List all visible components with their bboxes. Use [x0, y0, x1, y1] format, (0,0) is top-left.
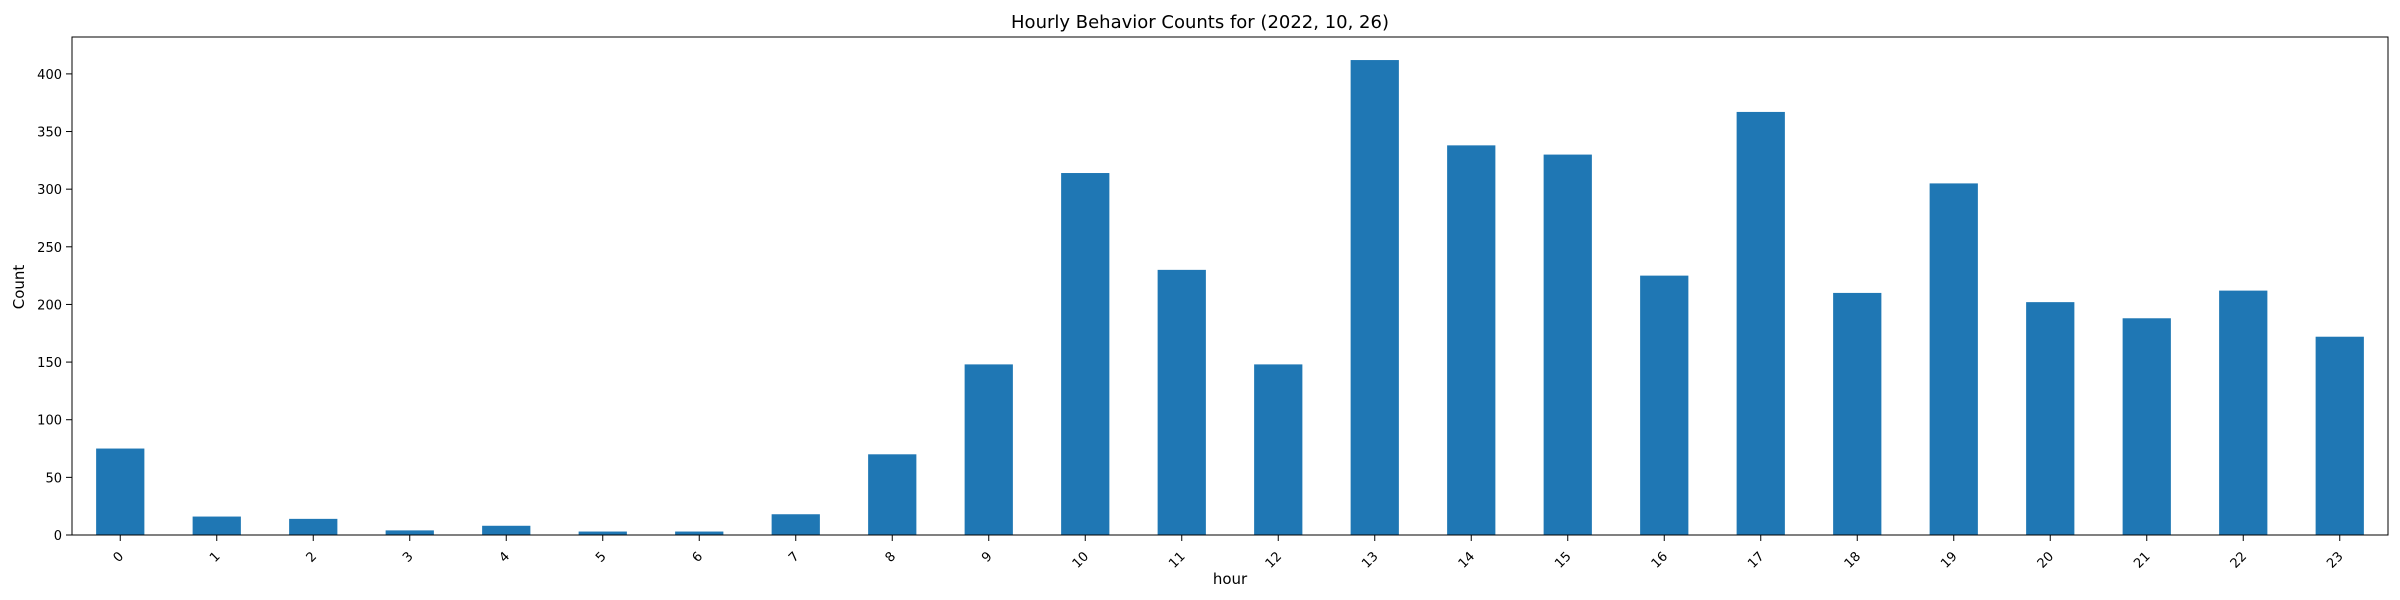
bar-hour-21 [2122, 318, 2171, 535]
x-tick-label: 14 [1456, 549, 1478, 571]
bar-hour-18 [1833, 292, 1882, 535]
bar-hour-4 [482, 525, 531, 535]
y-tick-label: 100 [37, 414, 62, 429]
x-tick-label: 10 [1070, 549, 1092, 571]
bar-hour-14 [1447, 145, 1496, 535]
bar-hour-19 [1929, 183, 1978, 535]
bar-hour-6 [675, 531, 724, 535]
x-tick-label: 22 [2228, 549, 2250, 571]
x-axis-ticks: 0 1 2 3 4 5 6 7 8 9 10 11 12 13 14 15 16 17 18 19 20 21 22 23 [111, 535, 2347, 572]
bar-hour-13 [1350, 60, 1399, 536]
x-tick-label: 23 [2324, 549, 2346, 571]
x-tick-label: 3 [400, 549, 416, 565]
y-tick-label: 0 [54, 529, 62, 544]
bar-hour-1 [192, 516, 241, 535]
plot-area-frame [71, 36, 2389, 536]
bar-hour-5 [578, 531, 627, 535]
x-tick-label: 7 [786, 549, 802, 565]
bar-hour-11 [1157, 269, 1206, 535]
bar-hour-8 [868, 454, 917, 535]
bar-hour-17 [1736, 111, 1785, 536]
y-tick-label: 300 [37, 183, 62, 198]
bar-hour-16 [1640, 275, 1689, 535]
bar-hour-10 [1061, 173, 1110, 535]
y-tick-label: 250 [37, 241, 62, 256]
y-axis-ticks: 0 50 100 150 200 250 300 350 400 [37, 68, 72, 544]
y-tick-label: 400 [37, 68, 62, 83]
x-axis-label: hour [1213, 570, 1248, 588]
bar-hour-22 [2219, 290, 2268, 535]
y-tick-label: 150 [37, 356, 62, 371]
x-tick-label: 5 [593, 549, 609, 565]
bar-hour-20 [2026, 302, 2075, 535]
x-tick-label: 18 [1842, 549, 1864, 571]
x-tick-label: 2 [304, 549, 320, 565]
bar-hour-9 [964, 364, 1013, 535]
bar-hour-3 [385, 530, 434, 535]
bar-hour-7 [771, 514, 820, 535]
bar-hour-23 [2315, 336, 2364, 535]
x-tick-label: 16 [1649, 549, 1671, 571]
y-tick-label: 200 [37, 298, 62, 313]
x-tick-label: 6 [690, 549, 706, 565]
x-tick-label: 0 [111, 549, 127, 565]
y-tick-label: 50 [45, 471, 62, 486]
x-tick-label: 19 [1938, 549, 1960, 571]
y-tick-label: 350 [37, 126, 62, 141]
x-tick-label: 4 [497, 549, 513, 565]
bar-hour-15 [1543, 154, 1592, 536]
x-tick-label: 11 [1166, 549, 1188, 571]
x-tick-label: 15 [1552, 549, 1574, 571]
x-tick-label: 20 [2035, 549, 2057, 571]
chart-title: Hourly Behavior Counts for (2022, 10, 26… [1011, 12, 1389, 33]
x-tick-label: 8 [883, 549, 899, 565]
x-tick-label: 13 [1359, 549, 1381, 571]
y-axis-label: Count [10, 265, 28, 310]
x-tick-label: 12 [1263, 549, 1285, 571]
bars-group [96, 60, 2364, 536]
x-tick-label: 1 [207, 549, 223, 565]
bar-hour-2 [289, 518, 338, 535]
x-tick-label: 17 [1745, 549, 1767, 571]
x-tick-label: 21 [2131, 549, 2153, 571]
bar-hour-0 [96, 448, 145, 535]
x-tick-label: 9 [979, 549, 995, 565]
bar-hour-12 [1254, 364, 1303, 535]
